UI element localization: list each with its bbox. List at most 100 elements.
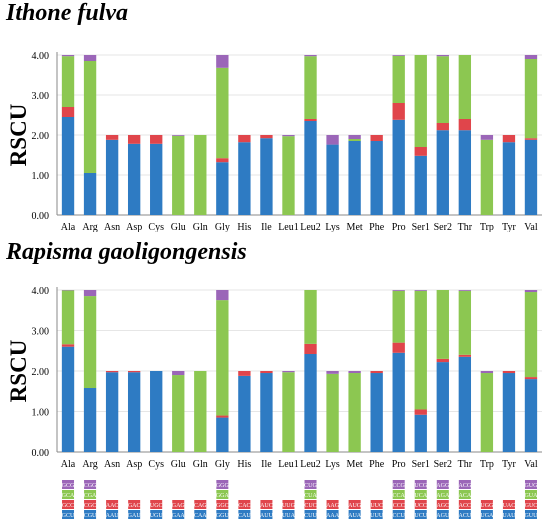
- codon-box: [128, 500, 141, 509]
- bar-segment: [502, 373, 516, 452]
- codon-box: [414, 510, 427, 519]
- codon-label: UAU: [502, 513, 516, 519]
- bar-segment: [414, 409, 427, 415]
- bar-segment: [83, 296, 97, 389]
- x-tick-label: His: [237, 222, 251, 232]
- bar-segment: [216, 162, 229, 215]
- bar-segment: [392, 55, 405, 103]
- codon-box: [392, 500, 405, 509]
- bar-segment: [172, 135, 185, 136]
- bar-segment: [370, 371, 383, 374]
- codon-label: ACG: [459, 483, 472, 489]
- codon-label: GAA: [172, 513, 186, 519]
- codon-label: GUC: [525, 503, 538, 509]
- codon-box: [172, 500, 185, 509]
- bar-segment: [150, 143, 163, 215]
- codon-label: GAC: [128, 503, 141, 509]
- codon-box: [62, 480, 75, 489]
- bar-segment: [83, 388, 97, 452]
- y-tick-label: 2.00: [32, 131, 50, 142]
- y-tick-label: 3.00: [32, 91, 50, 102]
- codon-label: UUA: [282, 513, 296, 519]
- codon-label: CCA: [393, 493, 406, 499]
- codon-label: UCG: [414, 483, 427, 489]
- x-tick-label: Arg: [82, 459, 97, 470]
- x-tick-label: Phe: [369, 222, 385, 232]
- bar-segment: [414, 147, 427, 156]
- bar-segment: [260, 135, 273, 139]
- codon-box: [282, 510, 295, 519]
- codon-box: [458, 510, 471, 519]
- x-tick-label: Leu2: [300, 222, 321, 232]
- rscu-chart-1: 0.00 1.00 2.00 3.00 4.00 RSCU Ala Arg Asn Asp Cys G…: [6, 51, 542, 232]
- codon-box: [304, 490, 317, 499]
- x-tick-label: Asp: [126, 459, 142, 470]
- codon-label: ACC: [459, 503, 471, 509]
- codon-label: UCA: [414, 493, 427, 499]
- codon-label: CCG: [393, 483, 406, 489]
- bar-segment: [282, 136, 295, 215]
- codon-box: [172, 510, 185, 519]
- codon-box: [436, 510, 449, 519]
- codon-label: CGC: [84, 503, 96, 509]
- codon-box: [392, 510, 405, 519]
- bar-segment: [392, 352, 405, 452]
- bar-segment: [480, 139, 494, 215]
- codon-label: GUG: [524, 483, 538, 489]
- codon-label: UUG: [282, 503, 296, 509]
- codon-label: GGA: [216, 493, 230, 499]
- codon-box: [84, 500, 97, 509]
- codon-box: [414, 500, 427, 509]
- bar-segment: [502, 142, 516, 215]
- y-tick-label: 3.00: [32, 327, 50, 338]
- bar-segment: [392, 103, 405, 120]
- x-tick-label: Arg: [82, 222, 97, 232]
- x-tick-label: Ala: [61, 459, 76, 470]
- bar-segment: [392, 290, 405, 291]
- x-tick-label: Val: [524, 459, 538, 470]
- bar-segment: [370, 135, 383, 141]
- bar-segment: [392, 119, 405, 215]
- codon-label: GUA: [524, 493, 538, 499]
- codon-box: [480, 500, 493, 509]
- codon-box: [524, 510, 537, 519]
- bar-segment: [326, 373, 339, 452]
- bar-segment: [304, 55, 317, 57]
- codon-label: CUG: [304, 483, 317, 489]
- chart-panel-1: Ithone fulva 0.00 1.00 2.00 3.00 4.00 RSCU Ala…: [0, 0, 550, 232]
- bar-segment: [238, 142, 251, 215]
- x-tick-label: Leu1: [278, 459, 299, 470]
- codon-label: CAA: [194, 513, 207, 519]
- chart-title: Ithone fulva: [6, 0, 129, 26]
- x-tick-label: Met: [347, 459, 363, 470]
- bar-segment: [502, 371, 516, 374]
- bar-segment: [216, 300, 229, 416]
- codon-box: [326, 500, 339, 509]
- bar-segment: [61, 55, 75, 57]
- bar-segment: [282, 372, 295, 452]
- codon-box: [62, 500, 75, 509]
- codon-box: [194, 500, 207, 509]
- x-tick-label: Tyr: [502, 459, 516, 470]
- bar-segment: [436, 55, 449, 57]
- bar-segment: [414, 414, 427, 452]
- codon-box: [414, 480, 427, 489]
- bar-segment: [458, 356, 472, 452]
- codon-box: [436, 500, 449, 509]
- bar-segment: [458, 354, 472, 357]
- codon-label: CCU: [393, 513, 406, 519]
- codon-label: CGU: [84, 513, 97, 519]
- x-tick-label: Trp: [480, 222, 494, 232]
- bar-segment: [83, 61, 97, 173]
- codon-label: UGU: [150, 513, 164, 519]
- codon-box: [502, 510, 515, 519]
- codon-box: [62, 510, 75, 519]
- bar-segment: [83, 290, 97, 297]
- codon-label: CCC: [393, 503, 405, 509]
- bar-segment: [150, 371, 163, 452]
- bar-segment: [348, 373, 361, 452]
- x-tick-label: Trp: [480, 459, 494, 470]
- x-tick-label: Val: [524, 222, 538, 232]
- bar-segment: [304, 119, 317, 121]
- codon-box: [480, 510, 493, 519]
